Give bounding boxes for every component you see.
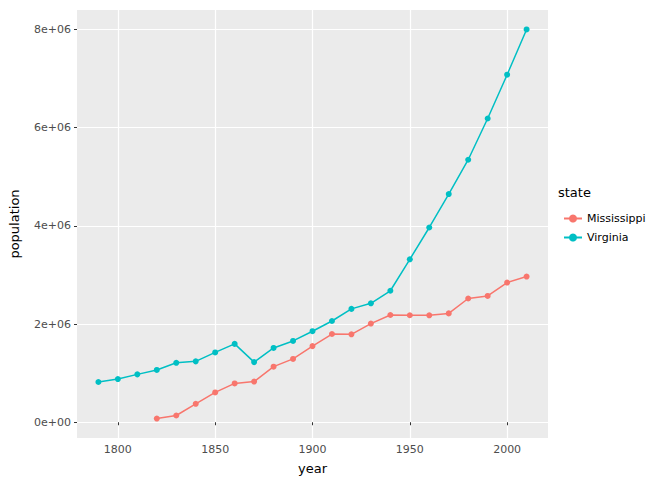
svg-text:6e+06: 6e+06 (34, 121, 71, 134)
svg-text:1800: 1800 (104, 443, 132, 456)
svg-text:1950: 1950 (396, 443, 424, 456)
svg-text:1850: 1850 (201, 443, 229, 456)
svg-text:2e+06: 2e+06 (34, 318, 71, 331)
svg-text:1900: 1900 (299, 443, 327, 456)
svg-text:year: year (298, 461, 328, 476)
svg-text:population: population (7, 189, 22, 258)
svg-text:state: state (558, 185, 591, 200)
svg-text:0e+00: 0e+00 (34, 416, 71, 429)
svg-text:2000: 2000 (493, 443, 521, 456)
svg-text:4e+06: 4e+06 (34, 219, 71, 232)
svg-text:Mississippi: Mississippi (587, 212, 646, 225)
svg-text:Virginia: Virginia (587, 231, 628, 244)
svg-text:8e+06: 8e+06 (34, 23, 71, 36)
